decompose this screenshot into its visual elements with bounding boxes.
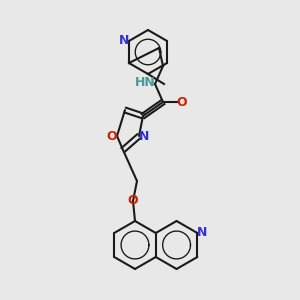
Text: N: N <box>197 226 208 239</box>
Text: N: N <box>139 130 149 142</box>
Text: O: O <box>128 194 138 206</box>
Text: O: O <box>177 95 187 109</box>
Text: HN: HN <box>135 76 155 88</box>
Text: N: N <box>119 34 129 47</box>
Text: O: O <box>107 130 117 142</box>
